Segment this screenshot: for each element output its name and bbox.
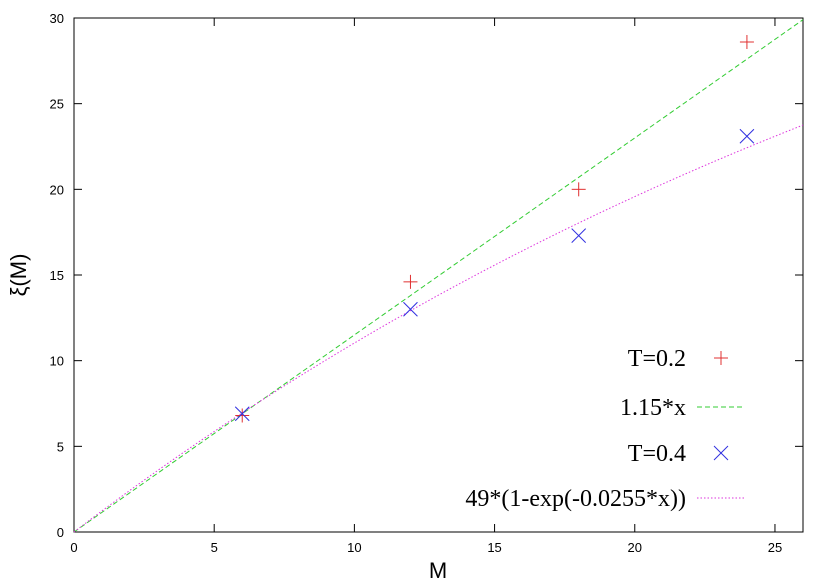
data-point	[235, 408, 250, 423]
legend-label: T=0.2	[628, 346, 686, 372]
x-tick-label: 5	[211, 540, 218, 555]
y-axis-label: ξ(M)	[6, 254, 31, 297]
y-tick-label: 5	[57, 439, 64, 454]
plot-frame	[73, 17, 804, 533]
data-point	[403, 301, 418, 317]
x-tick-label: 15	[487, 540, 501, 555]
data-point	[739, 34, 754, 49]
data-point	[739, 128, 755, 144]
y-tick-label: 20	[50, 182, 64, 197]
legend: T=0.2 1.15*x T=0.4 49*(1-exp(-0.0255*x))	[465, 346, 745, 512]
x-axis-label: M	[429, 558, 447, 581]
y-tick-label: 25	[50, 97, 64, 112]
y-tick-label: 0	[57, 525, 64, 540]
y-tick-label: 15	[50, 268, 64, 283]
data-point	[403, 274, 418, 289]
axis-ticks: 0 5 10 15 20 25 0 5 10 15 20 25 30	[50, 11, 803, 555]
data-point	[571, 182, 586, 197]
x-tick-label: 10	[347, 540, 361, 555]
data-point	[571, 228, 587, 243]
legend-label: T=0.4	[628, 441, 686, 467]
data-points	[234, 34, 755, 423]
x-tick-label: 0	[70, 540, 77, 555]
curve-49-1-exp-0-0255-x-	[73, 124, 804, 533]
data-point	[234, 406, 250, 422]
curve-1-15-x	[73, 19, 804, 533]
fit-curves	[73, 19, 804, 533]
legend-label: 49*(1-exp(-0.0255*x))	[465, 486, 686, 512]
x-tick-label: 25	[768, 540, 782, 555]
legend-marker	[714, 351, 728, 365]
legend-label: 1.15*x	[620, 395, 686, 421]
legend-marker	[713, 445, 729, 461]
y-tick-label: 10	[50, 354, 64, 369]
y-tick-label: 30	[50, 11, 64, 26]
x-tick-label: 20	[628, 540, 642, 555]
